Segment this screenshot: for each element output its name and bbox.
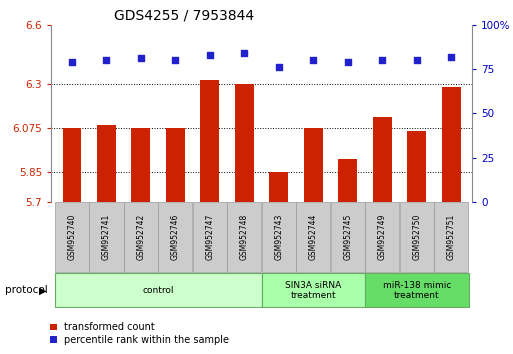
Text: GSM952743: GSM952743 [274, 214, 283, 261]
Text: GSM952740: GSM952740 [68, 214, 76, 261]
Text: GDS4255 / 7953844: GDS4255 / 7953844 [114, 8, 254, 22]
Point [447, 54, 456, 59]
Text: SIN3A siRNA
treatment: SIN3A siRNA treatment [285, 281, 342, 300]
Bar [400, 202, 434, 272]
Text: GSM952746: GSM952746 [171, 214, 180, 261]
Bar [193, 202, 227, 272]
Bar [235, 84, 254, 202]
Bar [297, 202, 330, 272]
Text: control: control [143, 286, 174, 295]
Point [378, 57, 386, 63]
Point [137, 56, 145, 61]
Text: GSM952748: GSM952748 [240, 214, 249, 260]
Bar [331, 202, 365, 272]
Text: GSM952742: GSM952742 [136, 214, 146, 260]
Bar [304, 128, 323, 202]
Bar [124, 202, 158, 272]
Legend: transformed count, percentile rank within the sample: transformed count, percentile rank withi… [46, 319, 233, 349]
Text: GSM952741: GSM952741 [102, 214, 111, 260]
Text: miR-138 mimic
treatment: miR-138 mimic treatment [383, 281, 451, 300]
Point [240, 50, 248, 56]
Point [68, 59, 76, 65]
Point [206, 52, 214, 58]
Bar [97, 125, 116, 202]
Bar [365, 273, 468, 307]
Bar [159, 202, 192, 272]
Text: GSM952744: GSM952744 [309, 214, 318, 261]
Bar [55, 273, 262, 307]
Bar [434, 202, 468, 272]
Bar [89, 202, 124, 272]
Text: GSM952750: GSM952750 [412, 214, 421, 261]
Bar [407, 131, 426, 202]
Bar [262, 202, 296, 272]
Bar [365, 202, 400, 272]
Point [344, 59, 352, 65]
Text: GSM952747: GSM952747 [205, 214, 214, 261]
Text: protocol: protocol [5, 285, 48, 295]
Bar [201, 80, 220, 202]
Bar [269, 172, 288, 202]
Bar [262, 273, 365, 307]
Text: GSM952745: GSM952745 [343, 214, 352, 261]
Point [103, 57, 111, 63]
Bar [55, 202, 89, 272]
Point [309, 57, 318, 63]
Bar [166, 128, 185, 202]
Bar [339, 159, 358, 202]
Text: GSM952751: GSM952751 [447, 214, 456, 260]
Bar [227, 202, 262, 272]
Bar [63, 128, 82, 202]
Bar [442, 87, 461, 202]
Text: GSM952749: GSM952749 [378, 214, 387, 261]
Text: ▶: ▶ [38, 285, 46, 295]
Point [171, 57, 180, 63]
Bar [131, 128, 150, 202]
Point [275, 64, 283, 70]
Bar [373, 117, 392, 202]
Point [412, 57, 421, 63]
